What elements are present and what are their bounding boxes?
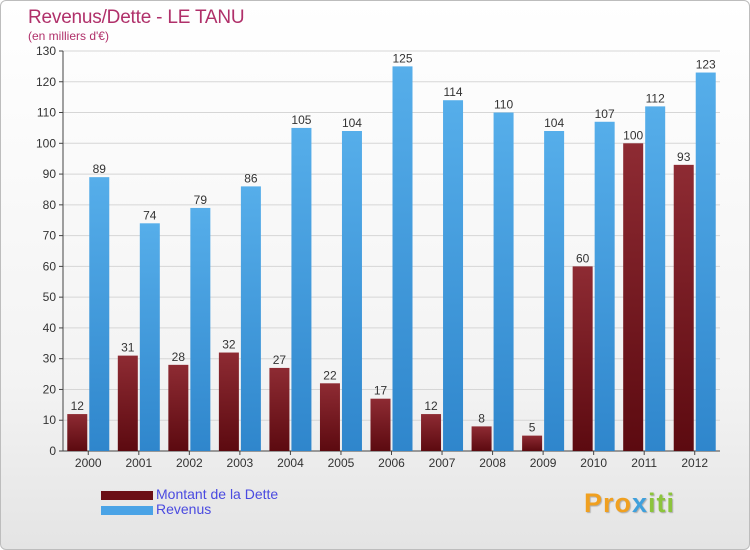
bar-dette: [370, 398, 391, 451]
y-tick-label: 50: [43, 290, 57, 304]
data-label-revenus: 104: [544, 116, 564, 130]
x-tick-label: 2001: [125, 456, 152, 470]
bar-dette: [67, 414, 88, 451]
bar-revenus: [493, 112, 514, 452]
logo-part-3: iti: [648, 488, 676, 518]
legend-label-revenus: Revenus: [156, 501, 212, 517]
data-label-dette: 93: [677, 150, 691, 164]
y-tick-label: 110: [37, 106, 56, 120]
y-tick-label: 10: [43, 413, 57, 427]
data-label-revenus: 105: [291, 113, 311, 127]
proxiti-logo: Proxiti: [584, 488, 675, 519]
data-label-dette: 17: [374, 384, 388, 398]
data-label-revenus: 112: [646, 91, 665, 105]
data-label-revenus: 114: [443, 85, 462, 99]
data-label-dette: 100: [623, 128, 643, 142]
bar-revenus: [139, 223, 160, 451]
data-label-dette: 31: [121, 341, 135, 355]
x-tick-label: 2004: [277, 456, 304, 470]
x-tick-label: 2000: [75, 456, 102, 470]
bar-revenus: [443, 100, 464, 451]
bar-dette: [168, 364, 189, 451]
legend-swatch-revenus: [101, 506, 153, 515]
bar-revenus: [594, 121, 615, 452]
bar-revenus: [291, 127, 312, 451]
x-tick-label: 2006: [378, 456, 405, 470]
x-tick-label: 2010: [580, 456, 607, 470]
bar-dette: [319, 383, 340, 451]
data-label-revenus: 123: [696, 58, 716, 72]
y-tick-label: 90: [43, 167, 57, 181]
bar-dette: [572, 266, 593, 451]
bar-dette: [623, 143, 644, 452]
x-tick-label: 2003: [227, 456, 254, 470]
data-label-dette: 5: [529, 421, 536, 435]
data-label-dette: 12: [424, 399, 438, 413]
legend-swatch-dette: [101, 491, 153, 500]
x-tick-label: 2008: [479, 456, 506, 470]
data-label-revenus: 86: [244, 171, 258, 185]
y-tick-label: 120: [36, 75, 56, 89]
data-label-revenus: 104: [342, 116, 362, 130]
chart-title: Revenus/Dette - LE TANU: [28, 7, 245, 28]
bar-revenus: [544, 131, 565, 451]
x-tick-label: 2011: [631, 456, 657, 470]
data-label-dette: 32: [222, 338, 236, 352]
data-label-revenus: 110: [494, 98, 513, 112]
data-label-dette: 28: [172, 350, 186, 364]
bar-dette: [218, 352, 239, 451]
y-tick-label: 130: [36, 44, 56, 58]
y-tick-label: 30: [43, 352, 57, 366]
legend-label-dette: Montant de la Dette: [156, 486, 279, 502]
x-tick-label: 2002: [176, 456, 203, 470]
bar-revenus: [695, 72, 716, 452]
x-tick-label: 2012: [681, 456, 708, 470]
bar-dette: [471, 426, 492, 451]
y-tick-label: 80: [43, 198, 57, 212]
y-tick-label: 0: [49, 444, 56, 458]
data-label-revenus: 79: [194, 193, 208, 207]
bar-revenus: [645, 106, 666, 451]
bar-dette: [673, 164, 694, 451]
bar-dette: [117, 355, 138, 451]
bar-dette: [522, 435, 543, 451]
x-tick-label: 2005: [328, 456, 355, 470]
y-tick-label: 20: [43, 382, 57, 396]
y-tick-label: 60: [43, 259, 57, 273]
data-label-dette: 60: [576, 251, 590, 265]
y-tick-label: 70: [43, 229, 57, 243]
data-label-dette: 12: [71, 399, 85, 413]
data-label-revenus: 74: [143, 208, 157, 222]
data-label-revenus: 89: [93, 162, 107, 176]
data-label-revenus: 107: [595, 107, 615, 121]
bar-revenus: [190, 207, 211, 451]
bar-revenus: [89, 177, 110, 451]
y-tick-label: 100: [36, 136, 56, 150]
logo-part-1: Pro: [584, 488, 633, 518]
data-label-dette: 8: [478, 411, 485, 425]
data-label-revenus: 125: [392, 51, 412, 65]
x-tick-label: 2009: [530, 456, 557, 470]
bar-dette: [421, 414, 442, 451]
bar-revenus: [392, 66, 413, 451]
bar-dette: [269, 367, 290, 451]
y-tick-label: 40: [43, 321, 57, 335]
logo-part-2: x: [632, 488, 649, 518]
data-label-dette: 27: [273, 353, 287, 367]
data-label-dette: 22: [323, 368, 337, 382]
bar-revenus: [341, 131, 362, 451]
chart-subtitle: (en milliers d'€): [28, 29, 109, 43]
x-tick-label: 2007: [429, 456, 456, 470]
bar-revenus: [240, 186, 261, 451]
